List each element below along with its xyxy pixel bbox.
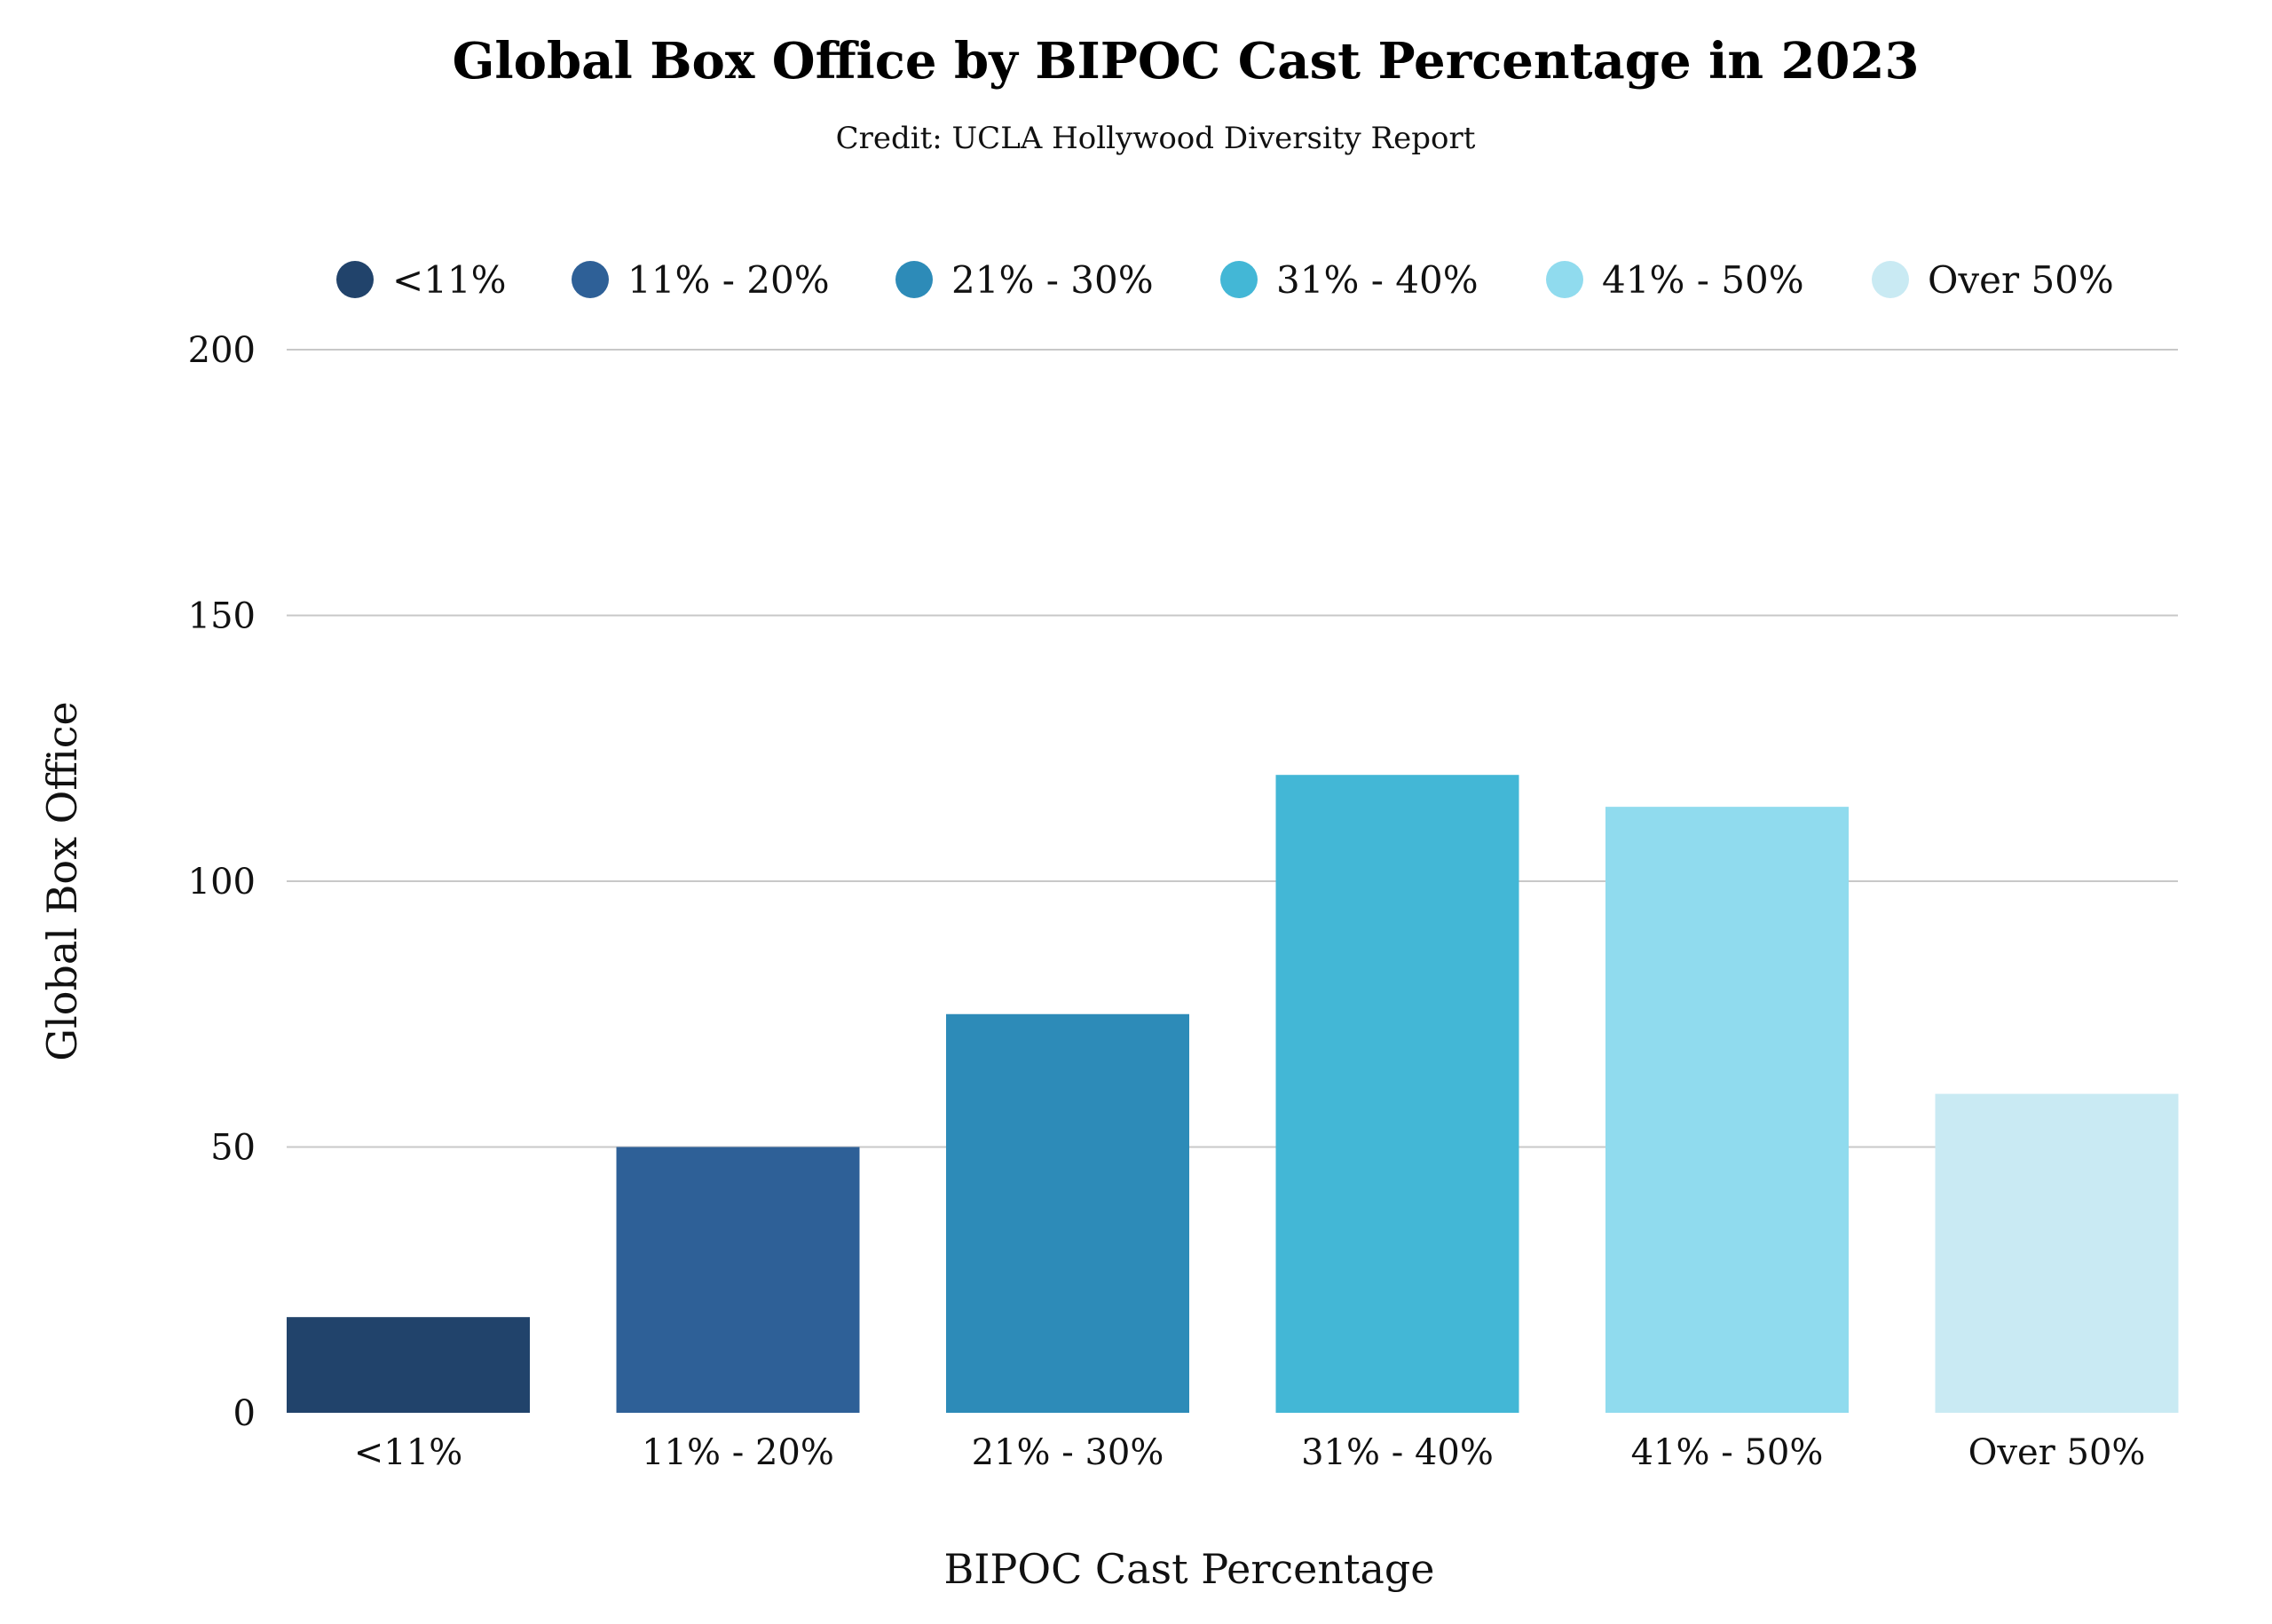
y-tick-label: 50 [210,1128,256,1169]
legend-marker [1220,261,1258,298]
legend-item[interactable]: <11% [336,258,507,302]
y-tick-label: 200 [188,330,256,371]
y-axis-title: Global Box Office [38,701,86,1061]
x-axis-title: BIPOC Cast Percentage [943,1545,1434,1593]
legend-label: Over 50% [1928,258,2114,302]
gridlines [287,349,2178,1148]
y-tick-label: 0 [233,1393,256,1434]
x-axis-ticks: <11% 11% - 20% 21% - 30% 31% - 40% 41% - 50%… [354,1432,2146,1473]
x-tick-label: <11% [354,1432,462,1473]
bar-2 [946,1013,1189,1413]
x-tick-label: 11% - 20% [642,1432,834,1473]
bar-1 [616,1147,860,1413]
legend-item[interactable]: 31% - 40% [1220,258,1479,302]
legend-marker [1872,261,1909,298]
legend-item[interactable]: Over 50% [1872,258,2114,302]
legend-item[interactable]: 11% - 20% [572,258,830,302]
bars [287,775,2179,1413]
chart-title: Global Box Office by BIPOC Cast Percenta… [453,32,1920,91]
legend-label: 41% - 50% [1602,258,1804,302]
legend: <11% 11% - 20% 21% - 30% 31% - 40% 41% - 50%… [336,258,2114,302]
x-tick-label: Over 50% [1968,1432,2146,1473]
bar-4 [1605,807,1849,1413]
bar-3 [1275,775,1519,1413]
y-tick-label: 150 [188,596,256,637]
legend-item[interactable]: 41% - 50% [1546,258,1804,302]
bar-5 [1935,1093,2179,1413]
legend-marker [895,261,933,298]
legend-marker [336,261,374,298]
x-tick-label: 21% - 30% [972,1432,1164,1473]
legend-label: 21% - 30% [951,258,1154,302]
legend-marker [1546,261,1583,298]
legend-label: 31% - 40% [1276,258,1479,302]
legend-item[interactable]: 21% - 30% [895,258,1154,302]
y-axis-ticks: 0 50 100 150 200 [188,330,256,1434]
legend-label: 11% - 20% [627,258,830,302]
x-tick-label: 41% - 50% [1631,1432,1824,1473]
legend-marker [572,261,609,298]
x-tick-label: 31% - 40% [1301,1432,1494,1473]
bar-0 [287,1317,530,1413]
y-tick-label: 100 [188,862,256,903]
legend-label: <11% [392,258,507,302]
chart-subtitle: Credit: UCLA Hollywood Diversity Report [836,121,1476,156]
